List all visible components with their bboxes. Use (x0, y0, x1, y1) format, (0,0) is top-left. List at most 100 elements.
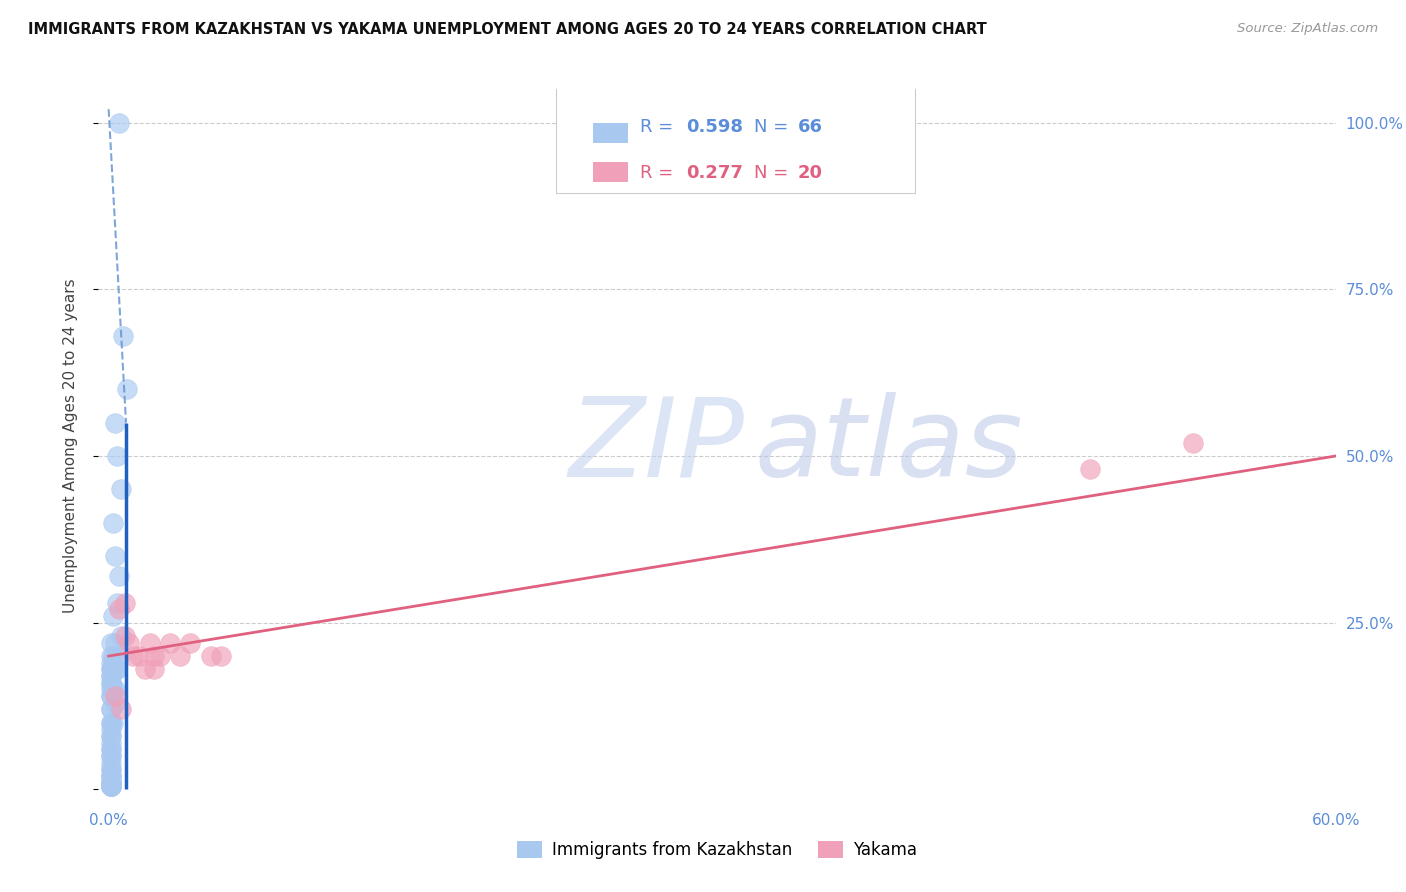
Point (142, 662, 165, 676)
Point (100, 776, 122, 790)
Text: 20: 20 (797, 164, 823, 182)
FancyBboxPatch shape (593, 162, 628, 182)
Point (101, 682, 124, 697)
Point (100, 769, 122, 783)
Point (100, 689, 122, 703)
Point (128, 649, 150, 664)
Y-axis label: Unemployment Among Ages 20 to 24 years: Unemployment Among Ages 20 to 24 years (63, 278, 77, 614)
Point (108, 649, 131, 664)
Point (110, 483, 132, 497)
Point (100, 763, 122, 777)
Point (100, 702, 122, 716)
Point (100, 742, 122, 756)
Point (100, 779, 122, 793)
Text: atlas: atlas (754, 392, 1022, 500)
Point (100, 749, 122, 764)
Point (104, 682, 127, 697)
Point (100, 769, 122, 783)
Text: 0.598: 0.598 (686, 118, 744, 136)
Point (100, 669, 122, 683)
Point (100, 769, 122, 783)
Point (100, 779, 122, 793)
Point (118, 636, 141, 650)
Point (100, 756, 122, 770)
Point (104, 696, 127, 710)
Point (1078, 462, 1101, 476)
Point (100, 636, 122, 650)
Point (149, 649, 172, 664)
Text: Source: ZipAtlas.com: Source: ZipAtlas.com (1237, 22, 1378, 36)
Text: N =: N = (754, 164, 794, 182)
Point (100, 776, 122, 790)
Text: R =: R = (640, 118, 679, 136)
Point (111, 329, 134, 343)
Point (142, 649, 165, 664)
Point (200, 649, 222, 664)
Point (108, 602, 131, 616)
Point (100, 729, 122, 743)
Point (104, 636, 127, 650)
Point (100, 779, 122, 793)
Point (100, 779, 122, 793)
Text: 0.277: 0.277 (686, 164, 742, 182)
Point (100, 779, 122, 793)
Point (100, 715, 122, 730)
Point (100, 749, 122, 764)
Point (100, 776, 122, 790)
Point (100, 675, 122, 690)
Point (108, 569, 131, 583)
Point (138, 636, 160, 650)
Point (114, 596, 136, 610)
Point (104, 416, 127, 430)
Point (105, 596, 128, 610)
Point (100, 649, 122, 664)
Point (1181, 435, 1204, 450)
Point (105, 662, 128, 676)
Text: IMMIGRANTS FROM KAZAKHSTAN VS YAKAMA UNEMPLOYMENT AMONG AGES 20 TO 24 YEARS CORR: IMMIGRANTS FROM KAZAKHSTAN VS YAKAMA UNE… (28, 22, 987, 37)
Point (115, 382, 138, 396)
Point (100, 675, 122, 690)
Point (101, 649, 124, 664)
Text: N =: N = (754, 118, 794, 136)
Point (100, 723, 122, 737)
Point (134, 662, 156, 676)
Legend: Immigrants from Kazakhstan, Yakama: Immigrants from Kazakhstan, Yakama (510, 834, 924, 866)
Point (100, 662, 122, 676)
Point (110, 702, 132, 716)
Point (100, 715, 122, 730)
Point (100, 776, 122, 790)
Point (122, 649, 145, 664)
Point (100, 702, 122, 716)
Point (100, 779, 122, 793)
Point (100, 662, 122, 676)
Point (209, 649, 232, 664)
Point (159, 636, 181, 650)
Point (105, 449, 128, 463)
Point (104, 549, 127, 563)
Point (101, 609, 124, 624)
Point (100, 763, 122, 777)
Text: ZIP: ZIP (568, 392, 744, 500)
Point (100, 656, 122, 670)
Point (101, 662, 124, 676)
Point (105, 662, 128, 676)
FancyBboxPatch shape (557, 78, 915, 193)
Point (100, 689, 122, 703)
Point (100, 682, 122, 697)
Point (100, 669, 122, 683)
Point (100, 736, 122, 750)
Point (100, 776, 122, 790)
Point (104, 689, 127, 703)
Point (101, 516, 124, 530)
Point (100, 776, 122, 790)
Text: R =: R = (640, 164, 679, 182)
Point (100, 742, 122, 756)
Point (101, 715, 124, 730)
FancyBboxPatch shape (593, 123, 628, 143)
Point (114, 629, 136, 643)
Point (169, 649, 191, 664)
Text: 66: 66 (797, 118, 823, 136)
Point (100, 779, 122, 793)
Point (100, 776, 122, 790)
Point (108, 115, 131, 129)
